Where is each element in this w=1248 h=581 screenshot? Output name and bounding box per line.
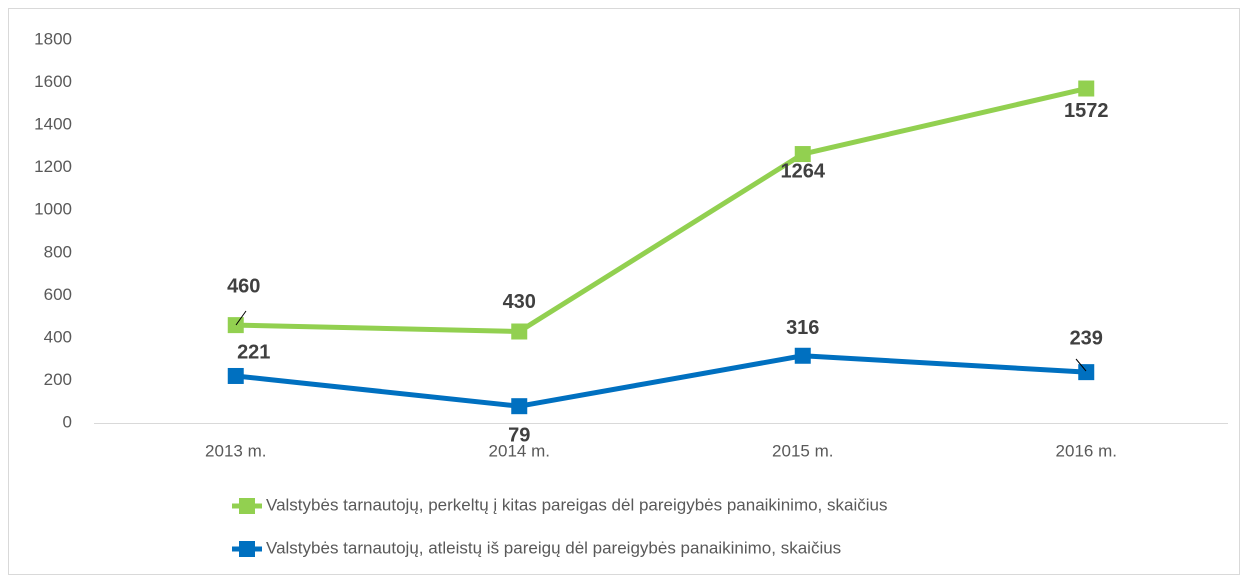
- marker: [511, 398, 528, 415]
- y-tick-label: 0: [63, 412, 72, 431]
- x-tick-label: 2015 m.: [772, 441, 833, 460]
- legend-marker: [239, 541, 255, 557]
- marker: [794, 146, 811, 163]
- marker: [1078, 364, 1095, 381]
- data-label: 239: [1070, 327, 1103, 349]
- y-tick-label: 1800: [34, 29, 72, 48]
- data-label: 316: [786, 317, 819, 339]
- y-tick-label: 200: [44, 370, 72, 389]
- y-tick-label: 600: [44, 285, 72, 304]
- y-tick-label: 1000: [34, 200, 72, 219]
- y-tick-label: 1200: [34, 157, 72, 176]
- data-label: 430: [503, 291, 536, 313]
- y-tick-label: 800: [44, 242, 72, 261]
- marker: [227, 367, 244, 384]
- x-tick-label: 2013 m.: [205, 441, 266, 460]
- data-label: 460: [227, 275, 260, 297]
- series-line: [235, 353, 1087, 409]
- marker: [511, 323, 528, 340]
- legend-label: Valstybės tarnautojų, perkeltų į kitas p…: [266, 495, 887, 514]
- marker: [227, 317, 244, 334]
- x-tick-label: 2016 m.: [1056, 441, 1117, 460]
- data-label: 1572: [1064, 100, 1109, 122]
- data-label: 221: [237, 341, 270, 363]
- legend-label: Valstybės tarnautojų, atleistų iš pareig…: [266, 538, 841, 557]
- x-tick-label: 2014 m.: [489, 441, 550, 460]
- y-tick-label: 1400: [34, 115, 72, 134]
- marker: [794, 347, 811, 364]
- y-tick-label: 1600: [34, 72, 72, 91]
- marker: [1078, 80, 1095, 97]
- leader-line: [235, 310, 247, 326]
- series-line: [235, 86, 1087, 335]
- leader-line: [1075, 358, 1087, 372]
- y-tick-label: 400: [44, 327, 72, 346]
- data-label: 79: [508, 424, 530, 446]
- data-label: 1264: [781, 160, 826, 182]
- legend-marker: [239, 498, 255, 514]
